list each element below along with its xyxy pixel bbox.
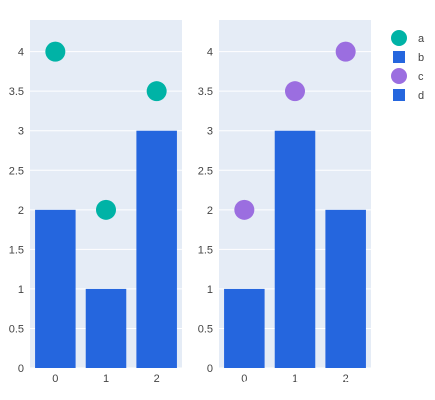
bar-d[interactable] [274,130,316,368]
y-tick-label: 0 [207,363,213,375]
x-tick-label: 1 [103,373,109,385]
x-tick-label: 2 [154,373,160,385]
legend-item-a[interactable]: a [391,30,425,46]
marker-a[interactable] [45,41,66,62]
legend-item-c[interactable]: c [391,68,424,84]
x-tick-label: 1 [292,373,298,385]
y-tick-label: 1.5 [9,244,24,256]
watermark-text: https://blog.csdn.net/JasmineCAicai [221,376,427,391]
marker-c[interactable] [285,81,305,102]
marker-c[interactable] [234,199,255,220]
marker-c[interactable] [335,41,356,62]
legend-item-b[interactable]: b [393,51,424,64]
y-tick-label: 3.5 [9,86,24,98]
legend-circle-icon [391,30,407,46]
y-tick-label: 2 [18,205,24,217]
x-tick-label: 0 [241,373,247,385]
legend-square-icon [393,51,405,63]
x-tick-label: 2 [343,373,349,385]
y-tick-label: 1 [207,284,213,296]
y-tick-label: 0 [18,363,24,375]
marker-a[interactable] [96,199,116,220]
bar-b[interactable] [85,288,127,368]
bar-b[interactable] [136,130,177,368]
subplot-right: 0 0.5 1 1.5 2 2.5 3 3.5 4 0 1 2 [198,20,371,385]
legend-label: b [418,52,424,64]
x-tick-label: 0 [52,373,58,385]
y-tick-label: 3 [207,126,213,138]
legend-item-d[interactable]: d [393,89,424,102]
y-tick-label: 2.5 [9,165,24,177]
y-tick-label: 3 [18,126,24,138]
y-tick-label: 3.5 [198,86,213,98]
bar-d[interactable] [224,288,265,368]
bar-b[interactable] [35,209,76,368]
legend-label: a [418,33,425,45]
y-tick-label: 1 [18,284,24,296]
y-tick-label: 4 [18,47,24,59]
y-tick-label: 2.5 [198,165,213,177]
y-tick-label: 1.5 [198,244,213,256]
legend-label: c [418,71,424,83]
y-tick-label: 2 [207,205,213,217]
marker-a[interactable] [146,81,167,102]
y-tick-label: 4 [207,47,213,59]
legend-circle-icon [391,68,407,84]
subplot-left: 0 0.5 1 1.5 2 2.5 3 3.5 4 0 1 2 [9,20,182,385]
legend-square-icon [393,89,405,101]
bar-d[interactable] [325,209,366,368]
y-tick-label: 0.5 [198,323,213,335]
legend-label: d [418,90,424,102]
y-tick-label: 0.5 [9,323,24,335]
